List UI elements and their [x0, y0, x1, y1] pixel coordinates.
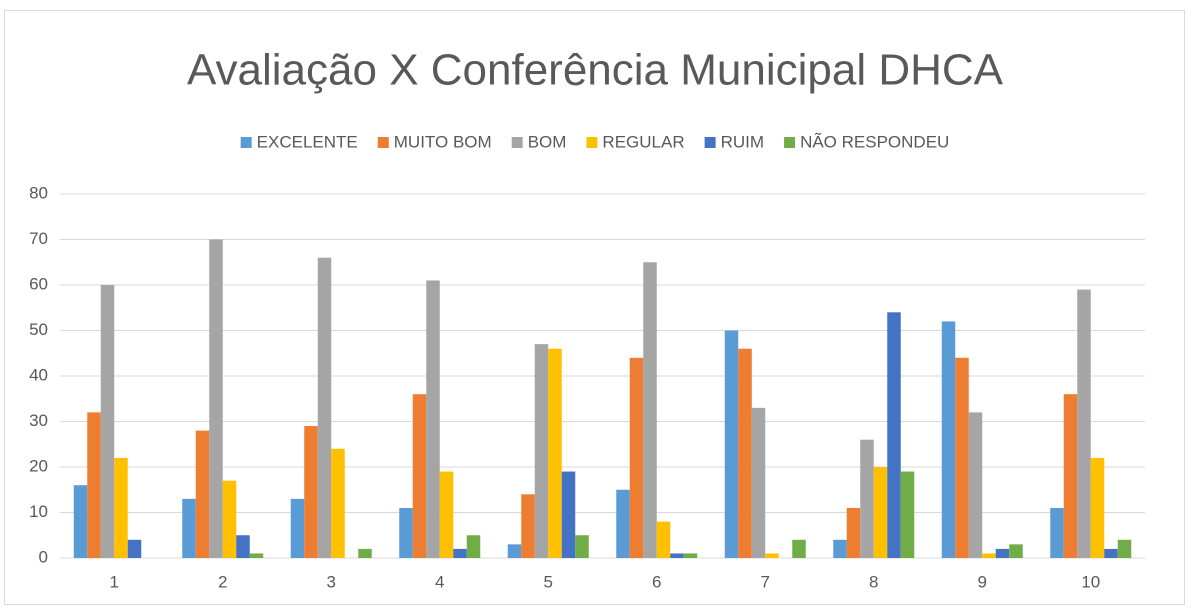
chart-frame	[4, 10, 1185, 605]
bar	[114, 457, 128, 558]
bar	[683, 553, 698, 558]
bar	[466, 535, 481, 558]
bar	[833, 539, 847, 558]
bar	[100, 285, 115, 558]
bar	[860, 439, 874, 558]
bar	[670, 553, 684, 558]
legend-swatch	[784, 137, 796, 148]
x-tick-label: 4	[435, 572, 444, 591]
bar	[1090, 457, 1105, 558]
x-tick-label: 3	[327, 572, 336, 591]
x-tick-label: 2	[218, 572, 227, 591]
bar	[399, 507, 413, 558]
bar	[1104, 548, 1118, 558]
bar	[643, 262, 657, 558]
x-tick-label: 9	[978, 572, 987, 591]
legend-label: RUIM	[721, 132, 764, 151]
bar	[887, 312, 901, 558]
bar	[1050, 507, 1064, 558]
x-tick-label: 8	[869, 572, 878, 591]
bar	[765, 553, 779, 558]
y-tick-label: 20	[29, 456, 48, 475]
x-tick-label: 7	[761, 572, 770, 591]
bar	[73, 485, 88, 558]
legend-label: REGULAR	[602, 132, 684, 151]
bar	[873, 467, 888, 558]
bar	[87, 412, 101, 558]
legend-swatch	[377, 137, 389, 148]
y-tick-label: 30	[29, 411, 48, 430]
bar	[1063, 394, 1078, 558]
bar	[236, 535, 250, 558]
y-tick-label: 80	[29, 183, 48, 202]
legend-label: EXCELENTE	[257, 132, 358, 151]
y-tick-label: 10	[29, 502, 48, 521]
x-tick-label: 6	[652, 572, 661, 591]
bar	[195, 430, 210, 558]
chart-title: Avaliação X Conferência Municipal DHCA	[187, 46, 1004, 95]
bar	[127, 539, 142, 558]
x-tick-label: 1	[110, 572, 119, 591]
bar	[968, 412, 983, 558]
x-tick-label: 5	[544, 572, 553, 591]
x-tick-label: 10	[1081, 572, 1100, 591]
bar	[738, 348, 752, 558]
bar	[1077, 289, 1091, 558]
bar	[751, 407, 766, 558]
legend-swatch	[511, 137, 523, 148]
bar	[846, 507, 861, 558]
bar	[426, 280, 440, 558]
bar	[792, 539, 806, 558]
bar	[439, 471, 454, 558]
bar	[412, 394, 427, 558]
bar	[249, 553, 264, 558]
bar	[453, 548, 467, 558]
bar	[616, 489, 630, 558]
bar	[941, 321, 956, 558]
bar	[656, 521, 671, 558]
bar	[561, 471, 576, 558]
bar	[724, 330, 739, 558]
bar	[982, 553, 996, 558]
bar	[182, 498, 196, 558]
bar	[290, 498, 305, 558]
bar	[1117, 539, 1132, 558]
bar	[521, 494, 535, 558]
y-tick-label: 70	[29, 229, 48, 248]
bar	[995, 548, 1010, 558]
bar	[331, 448, 345, 558]
bar	[507, 544, 522, 558]
y-tick-label: 50	[29, 320, 48, 339]
bar	[209, 239, 223, 558]
legend-label: BOM	[528, 132, 567, 151]
y-tick-label: 60	[29, 274, 48, 293]
bar	[548, 348, 562, 558]
bar	[629, 357, 644, 558]
legend-swatch	[704, 137, 716, 148]
bar	[317, 257, 332, 558]
bar	[955, 357, 969, 558]
legend-label: NÃO RESPONDEU	[800, 132, 949, 151]
legend-swatch	[586, 137, 598, 148]
bar	[534, 344, 549, 558]
bar	[900, 471, 915, 558]
bar	[222, 480, 237, 558]
y-tick-label: 40	[29, 365, 48, 384]
bar	[1009, 544, 1023, 558]
bar	[358, 548, 372, 558]
bar	[304, 426, 318, 558]
bar	[575, 535, 589, 558]
legend-swatch	[240, 137, 252, 148]
y-tick-label: 0	[39, 547, 48, 566]
legend-label: MUITO BOM	[394, 132, 492, 151]
